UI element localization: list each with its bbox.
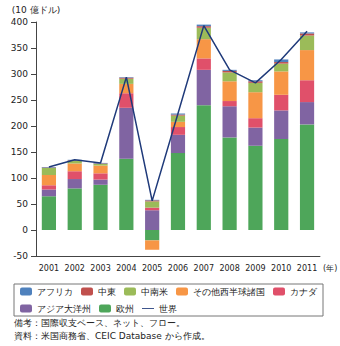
svg-text:250: 250 <box>11 95 28 105</box>
svg-text:200: 200 <box>11 121 28 131</box>
svg-text:150: 150 <box>11 147 28 157</box>
svg-text:100: 100 <box>11 173 28 183</box>
svg-text:2009: 2009 <box>245 264 265 273</box>
svg-text:2002: 2002 <box>65 264 85 273</box>
svg-text:2008: 2008 <box>219 264 239 273</box>
svg-text:カナダ: カナダ <box>290 287 318 297</box>
svg-text:2006: 2006 <box>168 264 188 273</box>
svg-text:0: 0 <box>22 225 28 235</box>
svg-text:(年): (年) <box>323 264 337 273</box>
svg-text:300: 300 <box>11 69 28 79</box>
svg-text:2007: 2007 <box>194 264 214 273</box>
svg-text:備考：国際収支ベース、ネット、フロー。: 備考：国際収支ベース、ネット、フロー。 <box>14 318 185 328</box>
svg-text:資料：米国商務省、CEIC Database から作成。: 資料：米国商務省、CEIC Database から作成。 <box>14 331 210 341</box>
svg-text:350: 350 <box>11 43 28 53</box>
svg-text:アジア大洋州: アジア大洋州 <box>37 304 91 314</box>
svg-text:中南米: 中南米 <box>141 287 168 297</box>
svg-text:2001: 2001 <box>39 264 59 273</box>
svg-text:その他西半球諸国: その他西半球諸国 <box>193 287 265 297</box>
svg-text:2005: 2005 <box>142 264 162 273</box>
svg-text:中東: 中東 <box>98 287 116 297</box>
svg-text:2004: 2004 <box>116 264 136 273</box>
svg-text:欧州: 欧州 <box>116 304 134 314</box>
svg-text:(10 億ドル): (10 億ドル) <box>12 5 60 15</box>
svg-text:50: 50 <box>17 199 29 209</box>
svg-text:世界: 世界 <box>159 304 177 314</box>
svg-text:アフリカ: アフリカ <box>37 287 73 297</box>
svg-text:400: 400 <box>11 17 28 27</box>
svg-text:2010: 2010 <box>271 264 291 273</box>
svg-text:2011: 2011 <box>297 264 317 273</box>
svg-text:-50: -50 <box>13 251 28 261</box>
svg-text:2003: 2003 <box>90 264 110 273</box>
